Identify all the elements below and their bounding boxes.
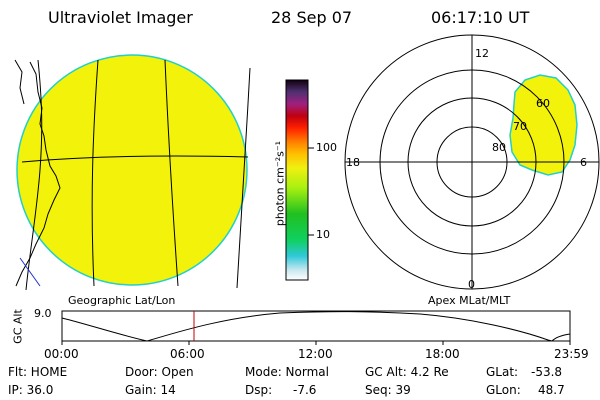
mlt-label-right: 6 bbox=[580, 156, 587, 169]
colorbar bbox=[285, 79, 309, 281]
status-ip: IP: 36.0 bbox=[8, 383, 54, 397]
xtick-0000: 00:00 bbox=[44, 347, 79, 361]
earth-disc bbox=[16, 54, 248, 286]
status-gain: Gain: 14 bbox=[125, 383, 176, 397]
altitude-ytick: 9.0 bbox=[34, 307, 52, 320]
mlt-label-top: 12 bbox=[475, 47, 489, 60]
colorbar-tick-100: 100 bbox=[316, 141, 337, 154]
xtick-2359: 23:59 bbox=[554, 347, 589, 361]
time-label: 06:17:10 UT bbox=[431, 8, 530, 27]
altitude-plot bbox=[61, 310, 571, 345]
coastline bbox=[15, 61, 61, 287]
geographic-image bbox=[14, 54, 251, 291]
polar-plot bbox=[344, 34, 600, 290]
ring-label-60: 60 bbox=[536, 97, 550, 110]
status-gc-alt: GC Alt: 4.2 Re bbox=[365, 365, 449, 379]
ring-label-80: 80 bbox=[492, 141, 506, 154]
date-label: 28 Sep 07 bbox=[271, 8, 353, 27]
status-door: Door: Open bbox=[125, 365, 194, 379]
status-dsp-label: Dsp: bbox=[245, 383, 273, 397]
longitude-line bbox=[164, 59, 179, 287]
mlt-label-left: 18 bbox=[346, 156, 360, 169]
status-flt: Flt: HOME bbox=[8, 365, 68, 379]
xtick-1200: 12:00 bbox=[298, 347, 333, 361]
status-dsp-value: -7.6 bbox=[293, 383, 317, 397]
colorbar-label: photon cm⁻²s⁻¹ bbox=[273, 140, 287, 227]
status-glon-value: 48.7 bbox=[538, 383, 565, 397]
longitude-line bbox=[25, 59, 43, 291]
mlt-label-bottom: 0 bbox=[468, 278, 475, 291]
instrument-title: Ultraviolet Imager bbox=[48, 8, 193, 27]
status-glat-label: GLat: bbox=[486, 365, 519, 379]
colorbar-tick-10: 10 bbox=[316, 228, 330, 241]
status-mode: Mode: Normal bbox=[245, 365, 329, 379]
xtick-1800: 18:00 bbox=[425, 347, 460, 361]
altitude-ylabel: GC Alt bbox=[11, 309, 25, 344]
xtick-0600: 06:00 bbox=[170, 347, 205, 361]
coast-blue bbox=[19, 257, 41, 287]
status-seq: Seq: 39 bbox=[365, 383, 411, 397]
apex-panel-label: Apex MLat/MLT bbox=[428, 294, 511, 307]
altitude-frame bbox=[61, 310, 571, 342]
status-glon-label: GLon: bbox=[486, 383, 521, 397]
coastline bbox=[14, 59, 25, 105]
altitude-curve bbox=[61, 311, 571, 342]
longitude-line bbox=[91, 59, 99, 287]
status-glat-value: -53.8 bbox=[531, 365, 563, 379]
longitude-line bbox=[236, 67, 251, 289]
ring-label-70: 70 bbox=[513, 120, 527, 133]
aurora-region bbox=[509, 74, 578, 176]
geographic-panel-label: Geographic Lat/Lon bbox=[68, 294, 176, 307]
